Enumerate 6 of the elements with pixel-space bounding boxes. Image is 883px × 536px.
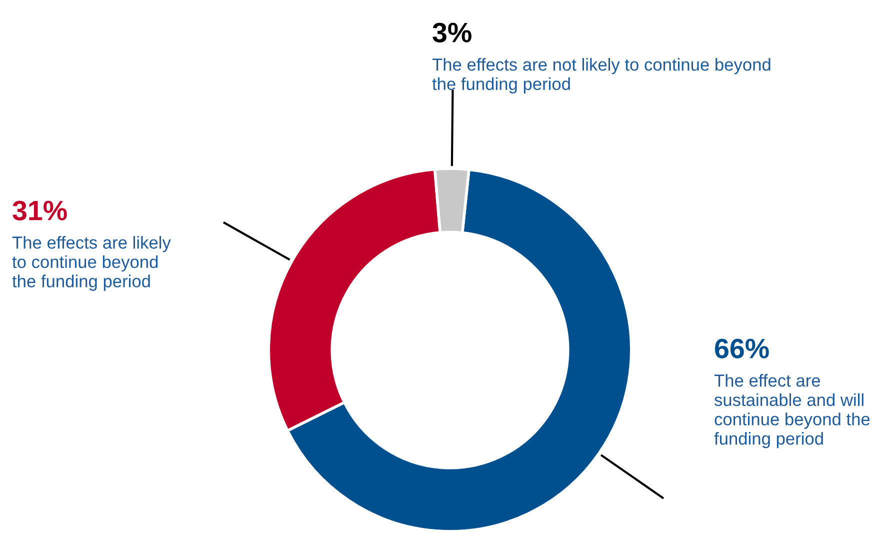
data-label: 31%: [12, 200, 67, 220]
slice-label: The effects are not likely to continue beyond the funding period: [432, 58, 770, 94]
slice-label: The effect are sustainable and will continue beyond the funding period: [714, 374, 870, 448]
data-label: 66%: [715, 338, 769, 358]
slice-label: The effects are likely to continue beyond the funding period: [12, 236, 171, 291]
data-label: 3%: [432, 22, 472, 42]
